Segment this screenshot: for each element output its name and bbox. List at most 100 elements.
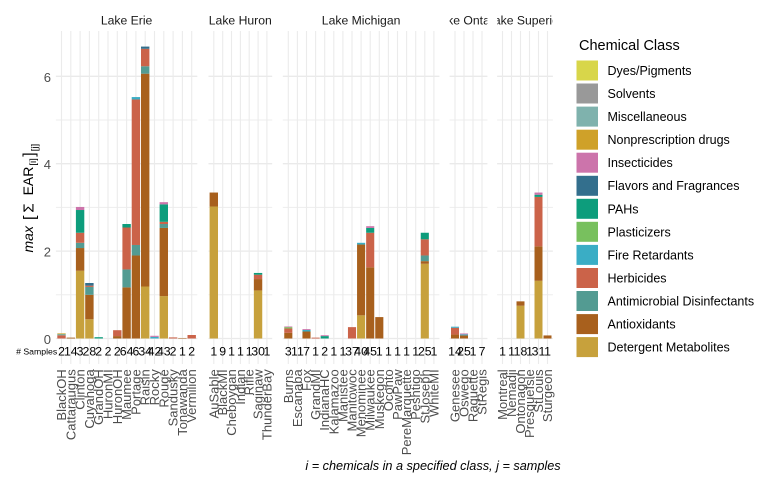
- svg-text:45: 45: [363, 345, 377, 359]
- svg-text:1: 1: [376, 345, 383, 359]
- svg-text:30: 30: [251, 345, 265, 359]
- svg-text:Rocky: Rocky: [147, 369, 162, 406]
- svg-text:3: 3: [77, 345, 84, 359]
- svg-text:25: 25: [457, 345, 471, 359]
- svg-text:25: 25: [418, 345, 432, 359]
- svg-text:Miscellaneous: Miscellaneous: [608, 110, 687, 124]
- svg-text:Muskegon: Muskegon: [372, 369, 387, 429]
- svg-text:BlackMI: BlackMI: [215, 369, 230, 415]
- svg-text:i = chemicals in a specified c: i = chemicals in a specified class, j = …: [305, 459, 561, 473]
- svg-text:1: 1: [179, 345, 186, 359]
- svg-text:StRegis: StRegis: [475, 369, 490, 415]
- svg-text:42: 42: [148, 345, 162, 359]
- svg-text:Ontonagon: Ontonagon: [513, 369, 528, 433]
- svg-text:1: 1: [210, 345, 217, 359]
- svg-text:2: 2: [170, 345, 177, 359]
- svg-text:Indian: Indian: [233, 369, 248, 404]
- svg-text:2: 2: [105, 345, 112, 359]
- svg-text:1: 1: [385, 345, 392, 359]
- svg-text:Escanaba: Escanaba: [290, 369, 305, 428]
- svg-text:2: 2: [58, 345, 65, 359]
- svg-text:64: 64: [120, 345, 134, 359]
- svg-text:Detergent Metabolites: Detergent Metabolites: [608, 341, 730, 355]
- svg-text:Tonawanda: Tonawanda: [175, 369, 190, 436]
- svg-text:Fire Retardants: Fire Retardants: [608, 248, 694, 262]
- svg-text:Fox: Fox: [299, 369, 314, 391]
- svg-text:Plasticizers: Plasticizers: [608, 225, 671, 239]
- svg-text:Lake Huron: Lake Huron: [209, 14, 272, 28]
- svg-text:Portage: Portage: [128, 369, 143, 415]
- svg-text:11: 11: [291, 345, 304, 359]
- svg-text:Maumee: Maumee: [119, 369, 134, 420]
- svg-text:1: 1: [394, 345, 401, 359]
- svg-text:max[Σ EAR[i]][j]: max[Σ EAR[i]][j]: [20, 144, 41, 253]
- svg-text:1: 1: [237, 345, 244, 359]
- svg-text:2: 2: [114, 345, 121, 359]
- svg-text:6: 6: [132, 345, 139, 359]
- svg-text:Chemical Class: Chemical Class: [579, 38, 680, 54]
- svg-text:1: 1: [312, 345, 319, 359]
- svg-text:Sturgeon: Sturgeon: [540, 369, 555, 422]
- svg-text:1: 1: [526, 345, 533, 359]
- svg-text:Antioxidants: Antioxidants: [608, 318, 676, 332]
- svg-text:Solvents: Solvents: [608, 87, 656, 101]
- svg-text:7: 7: [479, 345, 486, 359]
- svg-text:Clinton: Clinton: [73, 369, 88, 409]
- svg-text:Oconto: Oconto: [381, 369, 396, 411]
- svg-text:0: 0: [44, 332, 51, 347]
- svg-text:Montreal: Montreal: [495, 369, 510, 420]
- svg-text:3: 3: [285, 345, 292, 359]
- svg-text:StLouis: StLouis: [531, 369, 546, 413]
- svg-text:PresqueIsle: PresqueIsle: [522, 369, 537, 438]
- svg-text:Cuyahoga: Cuyahoga: [82, 369, 97, 429]
- svg-text:Kalamazoo: Kalamazoo: [326, 369, 341, 434]
- svg-text:Lake Erie: Lake Erie: [101, 14, 153, 28]
- svg-text:IndianaHC: IndianaHC: [317, 369, 332, 430]
- svg-text:BlackOH: BlackOH: [54, 369, 69, 420]
- svg-text:Lake Superior: Lake Superior: [487, 14, 563, 28]
- svg-text:1: 1: [412, 345, 419, 359]
- svg-text:PereMarquette: PereMarquette: [399, 369, 414, 455]
- svg-text:1: 1: [508, 345, 515, 359]
- svg-text:40: 40: [354, 345, 368, 359]
- svg-text:WhiteMI: WhiteMI: [426, 369, 441, 417]
- svg-text:HuronOH: HuronOH: [110, 369, 125, 424]
- svg-text:Milwaukee: Milwaukee: [363, 369, 378, 430]
- svg-text:GrandOH: GrandOH: [91, 369, 106, 425]
- svg-text:9: 9: [219, 345, 226, 359]
- svg-text:1: 1: [403, 345, 410, 359]
- svg-text:28: 28: [83, 345, 97, 359]
- svg-text:Rifle: Rifle: [242, 369, 257, 395]
- svg-text:1: 1: [263, 345, 270, 359]
- svg-text:Antimicrobial Disinfectants: Antimicrobial Disinfectants: [608, 295, 755, 309]
- svg-text:6: 6: [44, 70, 51, 85]
- svg-text:Raquette: Raquette: [466, 369, 481, 422]
- svg-text:Nemadji: Nemadji: [504, 369, 519, 417]
- svg-text:Burns: Burns: [281, 369, 296, 403]
- svg-text:18: 18: [514, 345, 528, 359]
- svg-text:Manistee: Manistee: [335, 369, 350, 422]
- svg-text:1: 1: [430, 345, 437, 359]
- svg-text:StJoseph: StJoseph: [417, 369, 432, 423]
- svg-text:GrandMI: GrandMI: [308, 369, 323, 420]
- svg-text:Menominee: Menominee: [354, 369, 369, 437]
- svg-text:1: 1: [330, 345, 337, 359]
- svg-text:34: 34: [138, 345, 152, 359]
- svg-text:# Samples: # Samples: [16, 346, 58, 356]
- svg-text:Sandusky: Sandusky: [166, 369, 181, 427]
- svg-text:31: 31: [532, 345, 546, 359]
- svg-text:AuSable: AuSable: [206, 369, 221, 418]
- svg-text:Vermilion: Vermilion: [184, 369, 199, 422]
- svg-text:ThunderBay: ThunderBay: [259, 369, 274, 440]
- svg-text:Rouge: Rouge: [156, 369, 171, 407]
- svg-text:HuronMI: HuronMI: [101, 369, 116, 419]
- svg-text:Cheboygan: Cheboygan: [224, 369, 239, 436]
- svg-text:Flavors and Fragrances: Flavors and Fragrances: [608, 179, 740, 193]
- svg-text:1: 1: [470, 345, 477, 359]
- svg-text:1: 1: [499, 345, 506, 359]
- svg-text:14: 14: [448, 345, 462, 359]
- svg-text:1: 1: [339, 345, 346, 359]
- svg-text:43: 43: [157, 345, 171, 359]
- svg-text:Saginaw: Saginaw: [251, 369, 266, 419]
- svg-text:1: 1: [246, 345, 253, 359]
